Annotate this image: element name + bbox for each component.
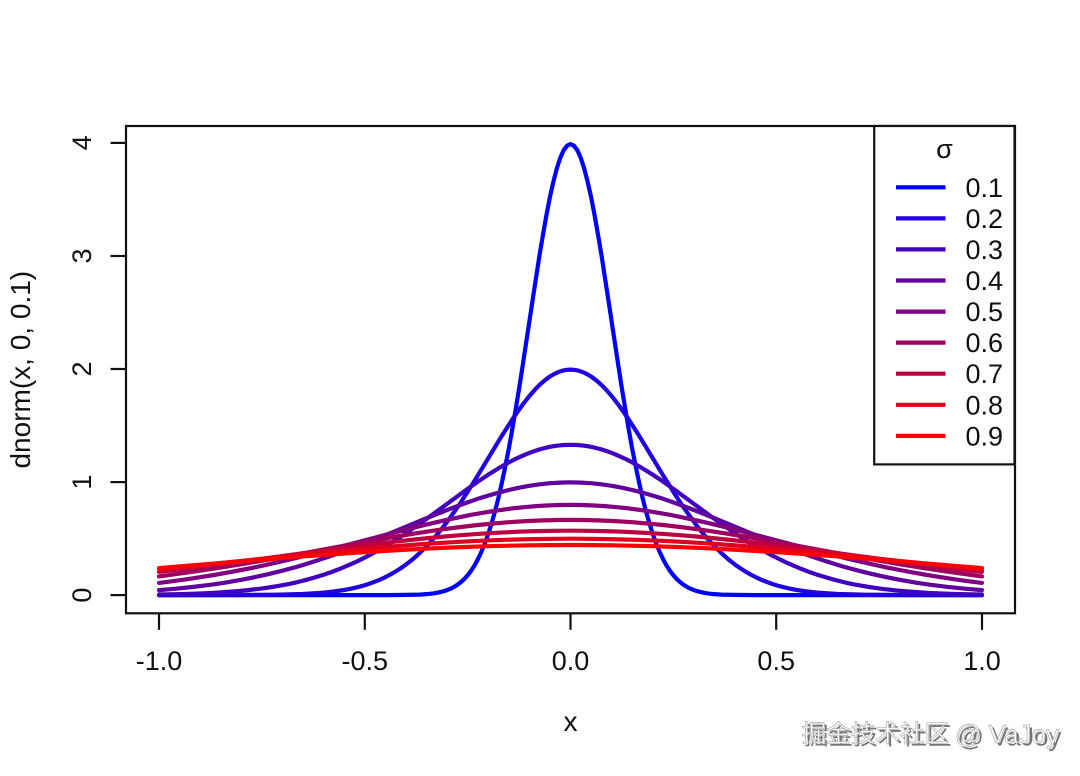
svg-text:1: 1 [67,475,97,490]
svg-text:0.4: 0.4 [966,266,1004,296]
svg-text:0.9: 0.9 [966,421,1004,451]
svg-text:-0.5: -0.5 [342,646,389,676]
svg-text:0.7: 0.7 [966,359,1004,389]
svg-text:0.0: 0.0 [552,646,590,676]
svg-text:-1.0: -1.0 [136,646,183,676]
svg-text:x: x [564,706,578,737]
svg-text:0.8: 0.8 [966,390,1004,420]
svg-text:0.3: 0.3 [966,235,1004,265]
svg-text:0.6: 0.6 [966,328,1004,358]
svg-text:0.5: 0.5 [966,297,1004,327]
svg-text:0: 0 [67,588,97,603]
svg-text:dnorm(x, 0, 0.1): dnorm(x, 0, 0.1) [5,271,36,469]
svg-text:0.1: 0.1 [966,173,1004,203]
svg-text:σ: σ [936,134,953,164]
svg-text:2: 2 [67,361,97,376]
svg-text:1.0: 1.0 [963,646,1001,676]
svg-text:3: 3 [67,248,97,263]
svg-text:4: 4 [67,135,97,150]
svg-text:0.2: 0.2 [966,204,1004,234]
svg-text:0.5: 0.5 [757,646,795,676]
